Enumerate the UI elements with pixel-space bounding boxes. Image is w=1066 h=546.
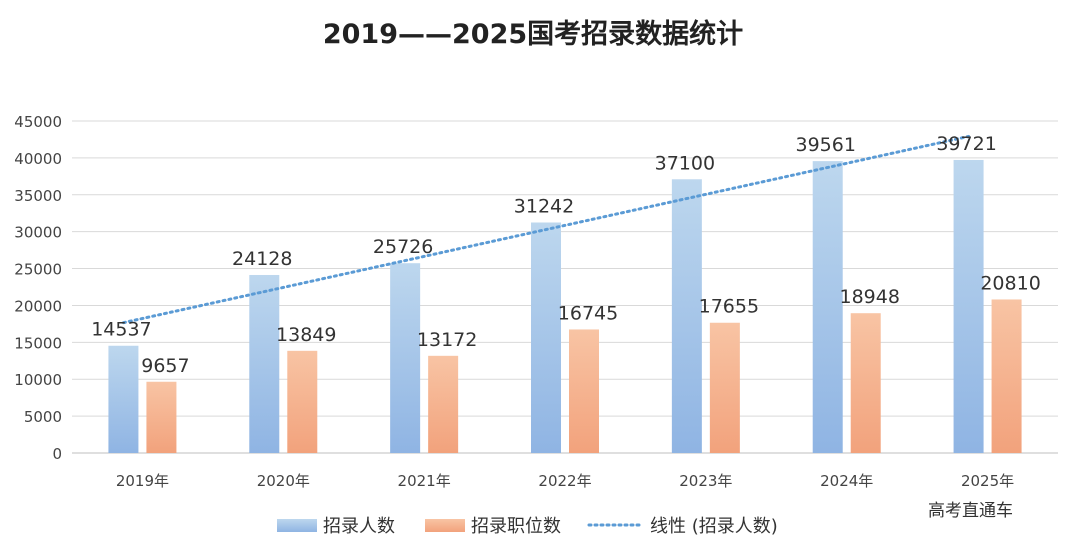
y-tick-label: 25000 xyxy=(14,261,62,279)
bar-recruits xyxy=(249,274,280,453)
legend-label-positions: 招录职位数 xyxy=(471,516,561,537)
bar-positions xyxy=(146,381,177,453)
bar-recruits xyxy=(390,263,421,453)
bar-recruits xyxy=(671,179,702,454)
bar-positions xyxy=(569,329,599,453)
legend-label-recruits: 招录人数 xyxy=(323,516,395,537)
x-tick-label: 2019年 xyxy=(116,472,169,490)
bar-positions xyxy=(991,299,1022,453)
y-tick-label: 30000 xyxy=(14,224,62,242)
legend-swatch-positions xyxy=(425,519,465,532)
x-tick-label: 2025年 xyxy=(961,472,1014,490)
bar-recruits xyxy=(812,161,843,453)
y-tick-label: 20000 xyxy=(14,297,62,315)
data-label: 39561 xyxy=(795,134,855,156)
data-label: 16745 xyxy=(558,302,618,324)
y-tick-label: 15000 xyxy=(14,334,62,352)
watermark: 高考直通车 xyxy=(928,501,1013,521)
data-label: 18948 xyxy=(839,286,899,308)
x-tick-label: 2024年 xyxy=(820,472,873,490)
bar-positions xyxy=(850,313,881,453)
data-label: 9657 xyxy=(141,355,189,377)
data-label: 17655 xyxy=(699,296,759,318)
data-label: 39721 xyxy=(936,133,996,155)
data-label: 31242 xyxy=(514,196,574,218)
data-label: 37100 xyxy=(655,152,715,174)
y-tick-label: 5000 xyxy=(24,408,62,426)
data-label: 25726 xyxy=(373,236,433,258)
x-tick-label: 2020年 xyxy=(257,472,310,490)
y-tick-label: 40000 xyxy=(14,150,62,168)
bar-positions xyxy=(428,355,459,453)
data-label: 14537 xyxy=(91,319,151,341)
y-tick-label: 35000 xyxy=(14,187,62,205)
legend-swatch-recruits xyxy=(277,519,317,532)
bar-positions xyxy=(287,350,318,453)
data-label: 24128 xyxy=(232,248,292,270)
y-tick-label: 45000 xyxy=(14,113,62,131)
data-label: 20810 xyxy=(980,272,1040,294)
bar-positions xyxy=(709,322,740,453)
bar-recruits xyxy=(531,222,561,453)
x-tick-label: 2023年 xyxy=(679,472,732,490)
legend-label-trendline: 线性 (招录人数) xyxy=(650,516,778,537)
y-tick-label: 10000 xyxy=(14,371,62,389)
trendline xyxy=(121,134,971,325)
y-tick-label: 0 xyxy=(52,445,62,463)
bar-recruits xyxy=(108,345,139,453)
x-tick-label: 2022年 xyxy=(538,472,591,490)
chart-title: 2019——2025国考招录数据统计 xyxy=(322,19,744,50)
data-label: 13849 xyxy=(276,324,336,346)
x-tick-label: 2021年 xyxy=(398,472,451,490)
data-label: 13172 xyxy=(417,329,477,351)
bar-recruits xyxy=(953,159,984,453)
